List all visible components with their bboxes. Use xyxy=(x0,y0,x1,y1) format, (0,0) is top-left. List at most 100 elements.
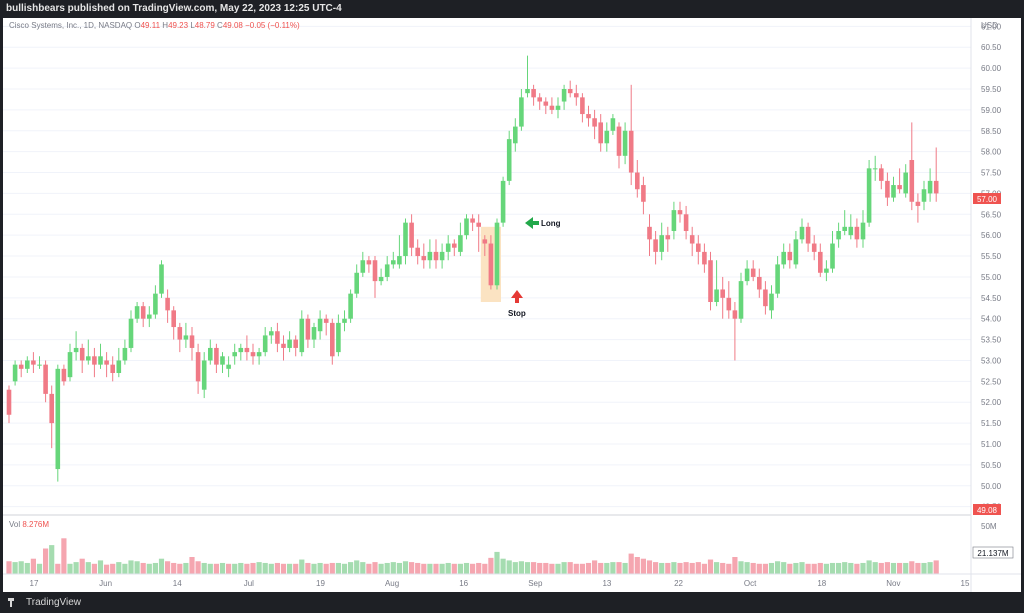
volume-bar xyxy=(756,563,762,574)
candle-body xyxy=(824,268,829,273)
candle-body xyxy=(714,289,719,302)
last-price-badge: 57.00 xyxy=(973,193,1001,204)
candle-body xyxy=(12,364,18,382)
time-tick-label: Sep xyxy=(528,579,543,588)
volume-label: Vol xyxy=(9,520,21,529)
volume-bar xyxy=(677,562,683,574)
candlestick-chart[interactable]: 61.00 60.50 60.00 59.50 59.00 58.50 58.00 57.50… xyxy=(3,18,1021,592)
volume-bar xyxy=(927,562,933,574)
close-label: C xyxy=(217,21,223,30)
volume-bar xyxy=(268,563,274,574)
candle-body xyxy=(305,318,311,340)
tradingview-logo[interactable]: TradingView xyxy=(8,597,81,608)
price-tick-label: 52.00 xyxy=(981,398,1002,407)
volume-bar xyxy=(55,563,61,574)
time-tick-label: Oct xyxy=(744,579,757,588)
candle-body xyxy=(189,335,195,348)
candle-body xyxy=(116,360,122,373)
candle-body xyxy=(641,185,646,202)
volume-bar xyxy=(854,563,860,574)
volume-bar xyxy=(73,562,79,574)
candle-body xyxy=(769,293,774,311)
volume-bar xyxy=(256,562,262,574)
volume-bar xyxy=(829,562,836,574)
volume-bar xyxy=(116,562,122,574)
candle-body xyxy=(250,352,256,357)
candle-body xyxy=(384,264,390,277)
candle-body xyxy=(214,347,219,365)
volume-bar xyxy=(128,560,134,574)
candle-body xyxy=(860,222,866,240)
volume-bar xyxy=(592,560,598,574)
volume-bar xyxy=(714,562,720,574)
candle-body xyxy=(763,289,768,307)
candle-body xyxy=(671,210,677,231)
tradingview-brand: TradingView xyxy=(26,597,82,608)
svg-text:21.137M: 21.137M xyxy=(977,549,1008,558)
candle-body xyxy=(397,256,402,265)
volume-bar xyxy=(378,563,384,574)
volume-bar xyxy=(848,562,854,574)
candle-body xyxy=(647,226,652,240)
candle-body xyxy=(537,97,542,102)
candle-body xyxy=(43,364,48,394)
volume-bar xyxy=(226,563,232,574)
volume-bar xyxy=(402,561,409,574)
candle-body xyxy=(31,360,36,365)
svg-text:49.08: 49.08 xyxy=(977,506,998,515)
volume-bar xyxy=(244,563,250,574)
candle-body xyxy=(220,356,225,365)
candle-body xyxy=(378,276,384,282)
candle-body xyxy=(262,335,268,353)
last-volume-badge: 21.137M xyxy=(972,546,1014,559)
candle-body xyxy=(208,347,213,361)
candle-body xyxy=(269,331,274,336)
volume-bar xyxy=(238,562,244,574)
candle-body xyxy=(372,260,378,282)
time-tick-label: 17 xyxy=(30,579,39,588)
volume-bar xyxy=(506,560,512,574)
volume-bar xyxy=(775,561,781,574)
volume-bar xyxy=(195,561,201,574)
candle-body xyxy=(781,251,786,265)
volume-bar xyxy=(524,562,531,574)
time-tick-label: 15 xyxy=(961,579,970,588)
candle-body xyxy=(25,360,30,369)
chart-area[interactable]: 61.00 60.50 60.00 59.50 59.00 58.50 58.00 57.50… xyxy=(3,18,1021,592)
candle-body xyxy=(726,297,732,311)
volume-bar xyxy=(396,562,402,574)
volume-bar xyxy=(897,562,903,574)
volume-bar xyxy=(91,563,97,574)
candle-body xyxy=(909,160,915,202)
candle-body xyxy=(165,297,170,311)
candle-body xyxy=(506,139,512,181)
symbol-legend: Cisco Systems, Inc., 1D, NASDAQ O49.11 H… xyxy=(9,21,300,30)
volume-bar xyxy=(567,562,573,574)
candle-body xyxy=(415,247,420,257)
volume-bar xyxy=(171,562,177,574)
candle-body xyxy=(738,281,744,319)
long-arrow: Long xyxy=(525,217,561,229)
candle-body xyxy=(525,89,530,94)
price-tick-label: 60.00 xyxy=(981,64,1002,73)
candle-body xyxy=(842,226,847,231)
currency-label: USD xyxy=(981,21,998,30)
volume-bar xyxy=(903,562,909,574)
candle-body xyxy=(433,251,439,261)
candle-body xyxy=(836,231,841,240)
candle-body xyxy=(134,306,140,319)
time-tick-label: 14 xyxy=(173,579,182,588)
candle-body xyxy=(775,264,780,294)
price-tick-label: 61.00 xyxy=(981,22,1002,31)
volume-bar xyxy=(872,562,878,574)
volume-bar xyxy=(811,563,817,574)
candle-body xyxy=(439,251,445,261)
volume-bar xyxy=(415,562,421,574)
volume-bar xyxy=(421,563,427,574)
candle-body xyxy=(683,214,689,231)
candle-body xyxy=(18,364,24,369)
candle-body xyxy=(592,118,597,127)
volume-bar xyxy=(311,563,317,574)
volume-bar xyxy=(36,563,43,574)
volume-bar xyxy=(165,561,171,574)
